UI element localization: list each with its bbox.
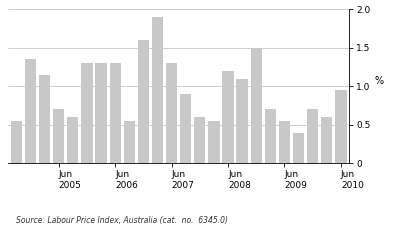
Bar xyxy=(279,121,290,163)
Bar xyxy=(53,109,64,163)
Bar xyxy=(95,63,107,163)
Bar xyxy=(39,75,50,163)
Bar xyxy=(265,109,276,163)
Bar xyxy=(180,94,191,163)
Bar xyxy=(25,59,36,163)
Bar xyxy=(67,117,79,163)
Bar xyxy=(110,63,121,163)
Bar xyxy=(293,133,304,163)
Bar xyxy=(222,71,234,163)
Bar xyxy=(307,109,318,163)
Bar xyxy=(11,121,22,163)
Bar xyxy=(335,90,347,163)
Bar xyxy=(321,117,332,163)
Text: Source: Labour Price Index, Australia (cat.  no.  6345.0): Source: Labour Price Index, Australia (c… xyxy=(16,216,228,225)
Bar xyxy=(123,121,135,163)
Bar xyxy=(166,63,177,163)
Bar xyxy=(81,63,93,163)
Bar xyxy=(152,17,163,163)
Y-axis label: %: % xyxy=(374,76,384,86)
Bar xyxy=(251,48,262,163)
Bar xyxy=(237,79,248,163)
Bar xyxy=(194,117,206,163)
Bar xyxy=(208,121,220,163)
Bar xyxy=(138,40,149,163)
